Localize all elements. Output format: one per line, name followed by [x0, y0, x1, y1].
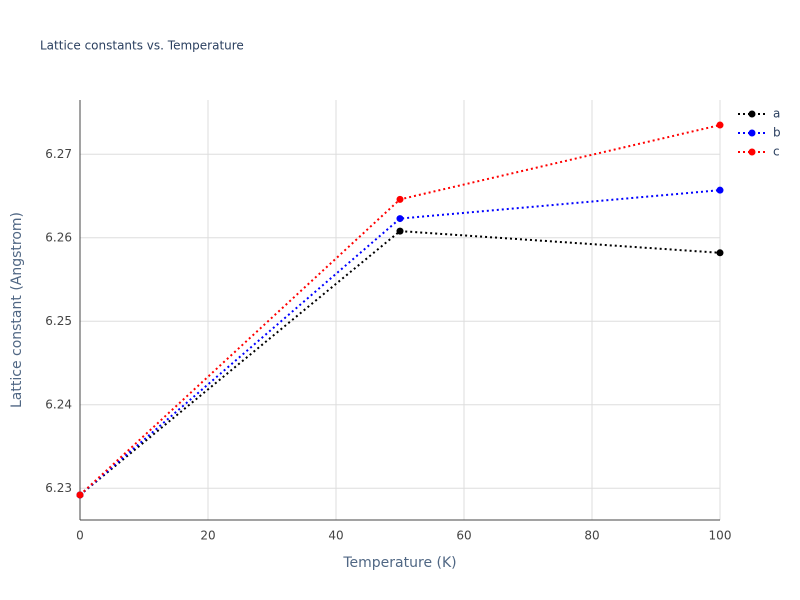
data-point: [396, 195, 404, 203]
y-tick-label: 6.27: [45, 147, 72, 161]
x-tick-label: 40: [328, 529, 343, 543]
data-point: [396, 227, 404, 235]
x-tick-label: 0: [76, 529, 84, 543]
x-tick-label: 80: [584, 529, 599, 543]
y-tick-label: 6.24: [45, 397, 72, 411]
legend-marker: [748, 148, 756, 156]
x-axis-label: Temperature (K): [342, 555, 456, 571]
data-point: [396, 215, 404, 223]
legend-label: a: [773, 107, 780, 121]
series-line: [79, 230, 721, 496]
series-line: [79, 189, 721, 496]
x-tick-label: 20: [200, 529, 215, 543]
y-tick-label: 6.26: [45, 230, 72, 244]
chart-title: Lattice constants vs. Temperature: [40, 39, 244, 53]
series-line: [79, 124, 721, 496]
data-point: [716, 186, 724, 194]
legend-label: c: [773, 145, 780, 159]
legend-marker: [748, 110, 756, 118]
y-tick-label: 6.23: [45, 481, 72, 495]
data-point: [716, 249, 724, 257]
y-axis-label: Lattice constant (Angstrom): [9, 212, 25, 408]
y-tick-label: 6.25: [45, 314, 72, 328]
data-point: [716, 121, 724, 129]
legend-label: b: [773, 126, 781, 140]
data-point: [76, 491, 84, 499]
legend-marker: [748, 129, 756, 137]
x-tick-label: 100: [709, 529, 732, 543]
x-tick-label: 60: [456, 529, 471, 543]
